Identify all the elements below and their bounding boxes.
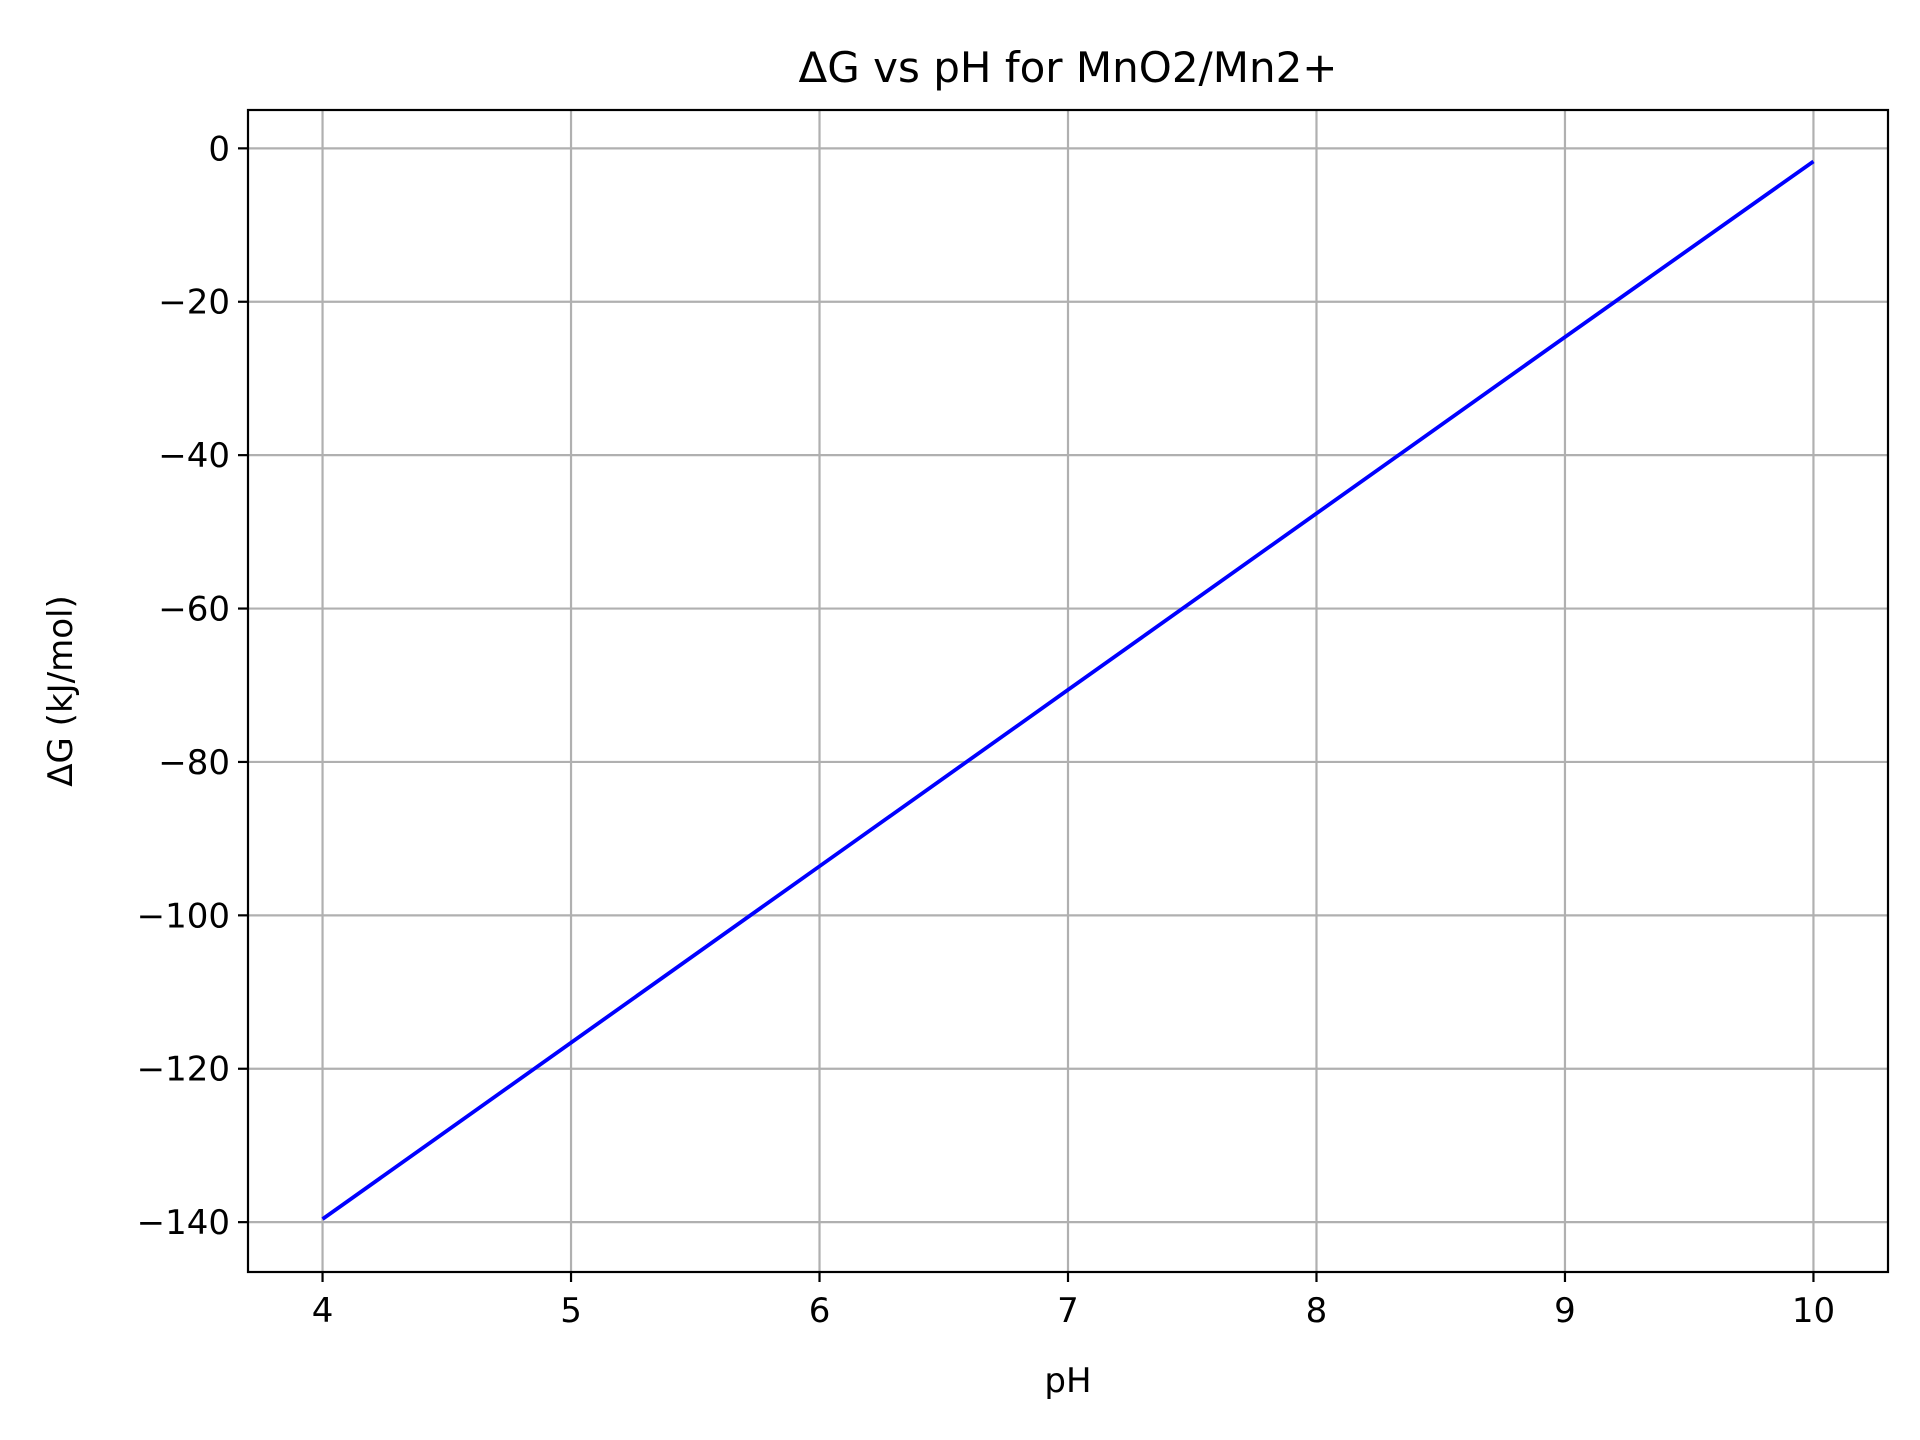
x-tick-label: 8 <box>1306 1291 1328 1331</box>
y-tick-label: 0 <box>208 129 230 169</box>
series-line <box>321 159 1815 1221</box>
x-tick-label: 5 <box>560 1291 582 1331</box>
y-tick-label: −120 <box>137 1050 230 1090</box>
y-axis-label: ΔG (kJ/mol) <box>41 595 81 786</box>
x-tick-label: 4 <box>312 1291 334 1331</box>
x-tick-label: 10 <box>1792 1291 1835 1331</box>
x-tick-label: 9 <box>1554 1291 1576 1331</box>
series-layer <box>321 159 1815 1221</box>
x-axis-label: pH <box>1044 1361 1091 1401</box>
y-tick-label: −40 <box>158 436 230 476</box>
y-tick-label: −60 <box>158 590 230 630</box>
y-tick-label: −100 <box>137 896 230 936</box>
y-tick-label: −80 <box>158 743 230 783</box>
x-tick-label: 7 <box>1057 1291 1079 1331</box>
y-tick-label: −140 <box>137 1203 230 1243</box>
grid <box>248 110 1888 1272</box>
x-tick-label: 6 <box>809 1291 831 1331</box>
chart-title: ΔG vs pH for MnO2/Mn2+ <box>799 43 1338 92</box>
axis-ticks: 4 5 6 7 8 9 10 0 −20 −40 −60 −80 −100 −120 −140 <box>137 129 1835 1331</box>
y-tick-label: −20 <box>158 283 230 323</box>
